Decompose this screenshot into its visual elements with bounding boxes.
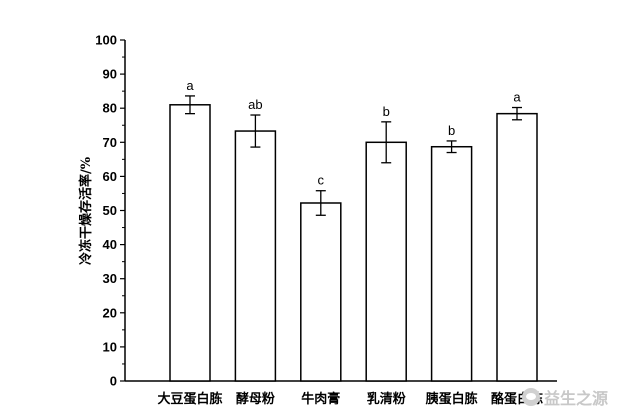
bar [169,104,211,382]
y-tick-label: 30 [103,271,117,286]
y-tick-label: 100 [95,33,117,48]
category-label: 胰蛋白胨 [426,391,478,407]
significance-label: b [448,123,455,138]
y-tick-label: 90 [103,67,117,82]
y-tick-label: 40 [103,237,117,252]
y-axis-title: 冷冻干燥存活率/% [78,156,94,265]
significance-labels: a ab c b b a [186,78,521,188]
y-tick-label: 50 [103,203,117,218]
watermark-text: 益生之源 [544,389,609,408]
significance-label: c [318,173,325,188]
bar [430,145,473,382]
y-tick-label: 60 [103,169,117,184]
bar [300,202,342,382]
bar [496,112,538,382]
y-tick-label: 0 [110,374,117,389]
bar [365,141,407,382]
significance-label: b [383,104,390,119]
bar [234,130,277,382]
category-labels: 大豆蛋白胨 酵母粉 牛肉膏 乳清粉 胰蛋白胨 酪蛋白胨 [157,391,543,407]
wechat-icon [522,388,540,406]
watermark: 益生之源 [522,385,608,409]
bars [169,104,538,382]
category-label: 酵母粉 [236,391,275,407]
y-tick-label: 10 [103,339,117,354]
category-label: 大豆蛋白胨 [157,391,222,407]
significance-label: a [513,90,521,105]
significance-label: a [186,78,194,93]
y-axis-ticks: 0 10 20 30 40 50 60 70 80 90 100 [95,33,125,389]
significance-label: ab [248,97,262,112]
category-label: 乳清粉 [367,391,406,407]
y-tick-label: 70 [103,135,117,150]
category-label: 牛肉膏 [301,391,340,407]
y-tick-label: 20 [103,305,117,320]
y-tick-label: 80 [103,101,117,116]
error-bars [185,95,522,216]
